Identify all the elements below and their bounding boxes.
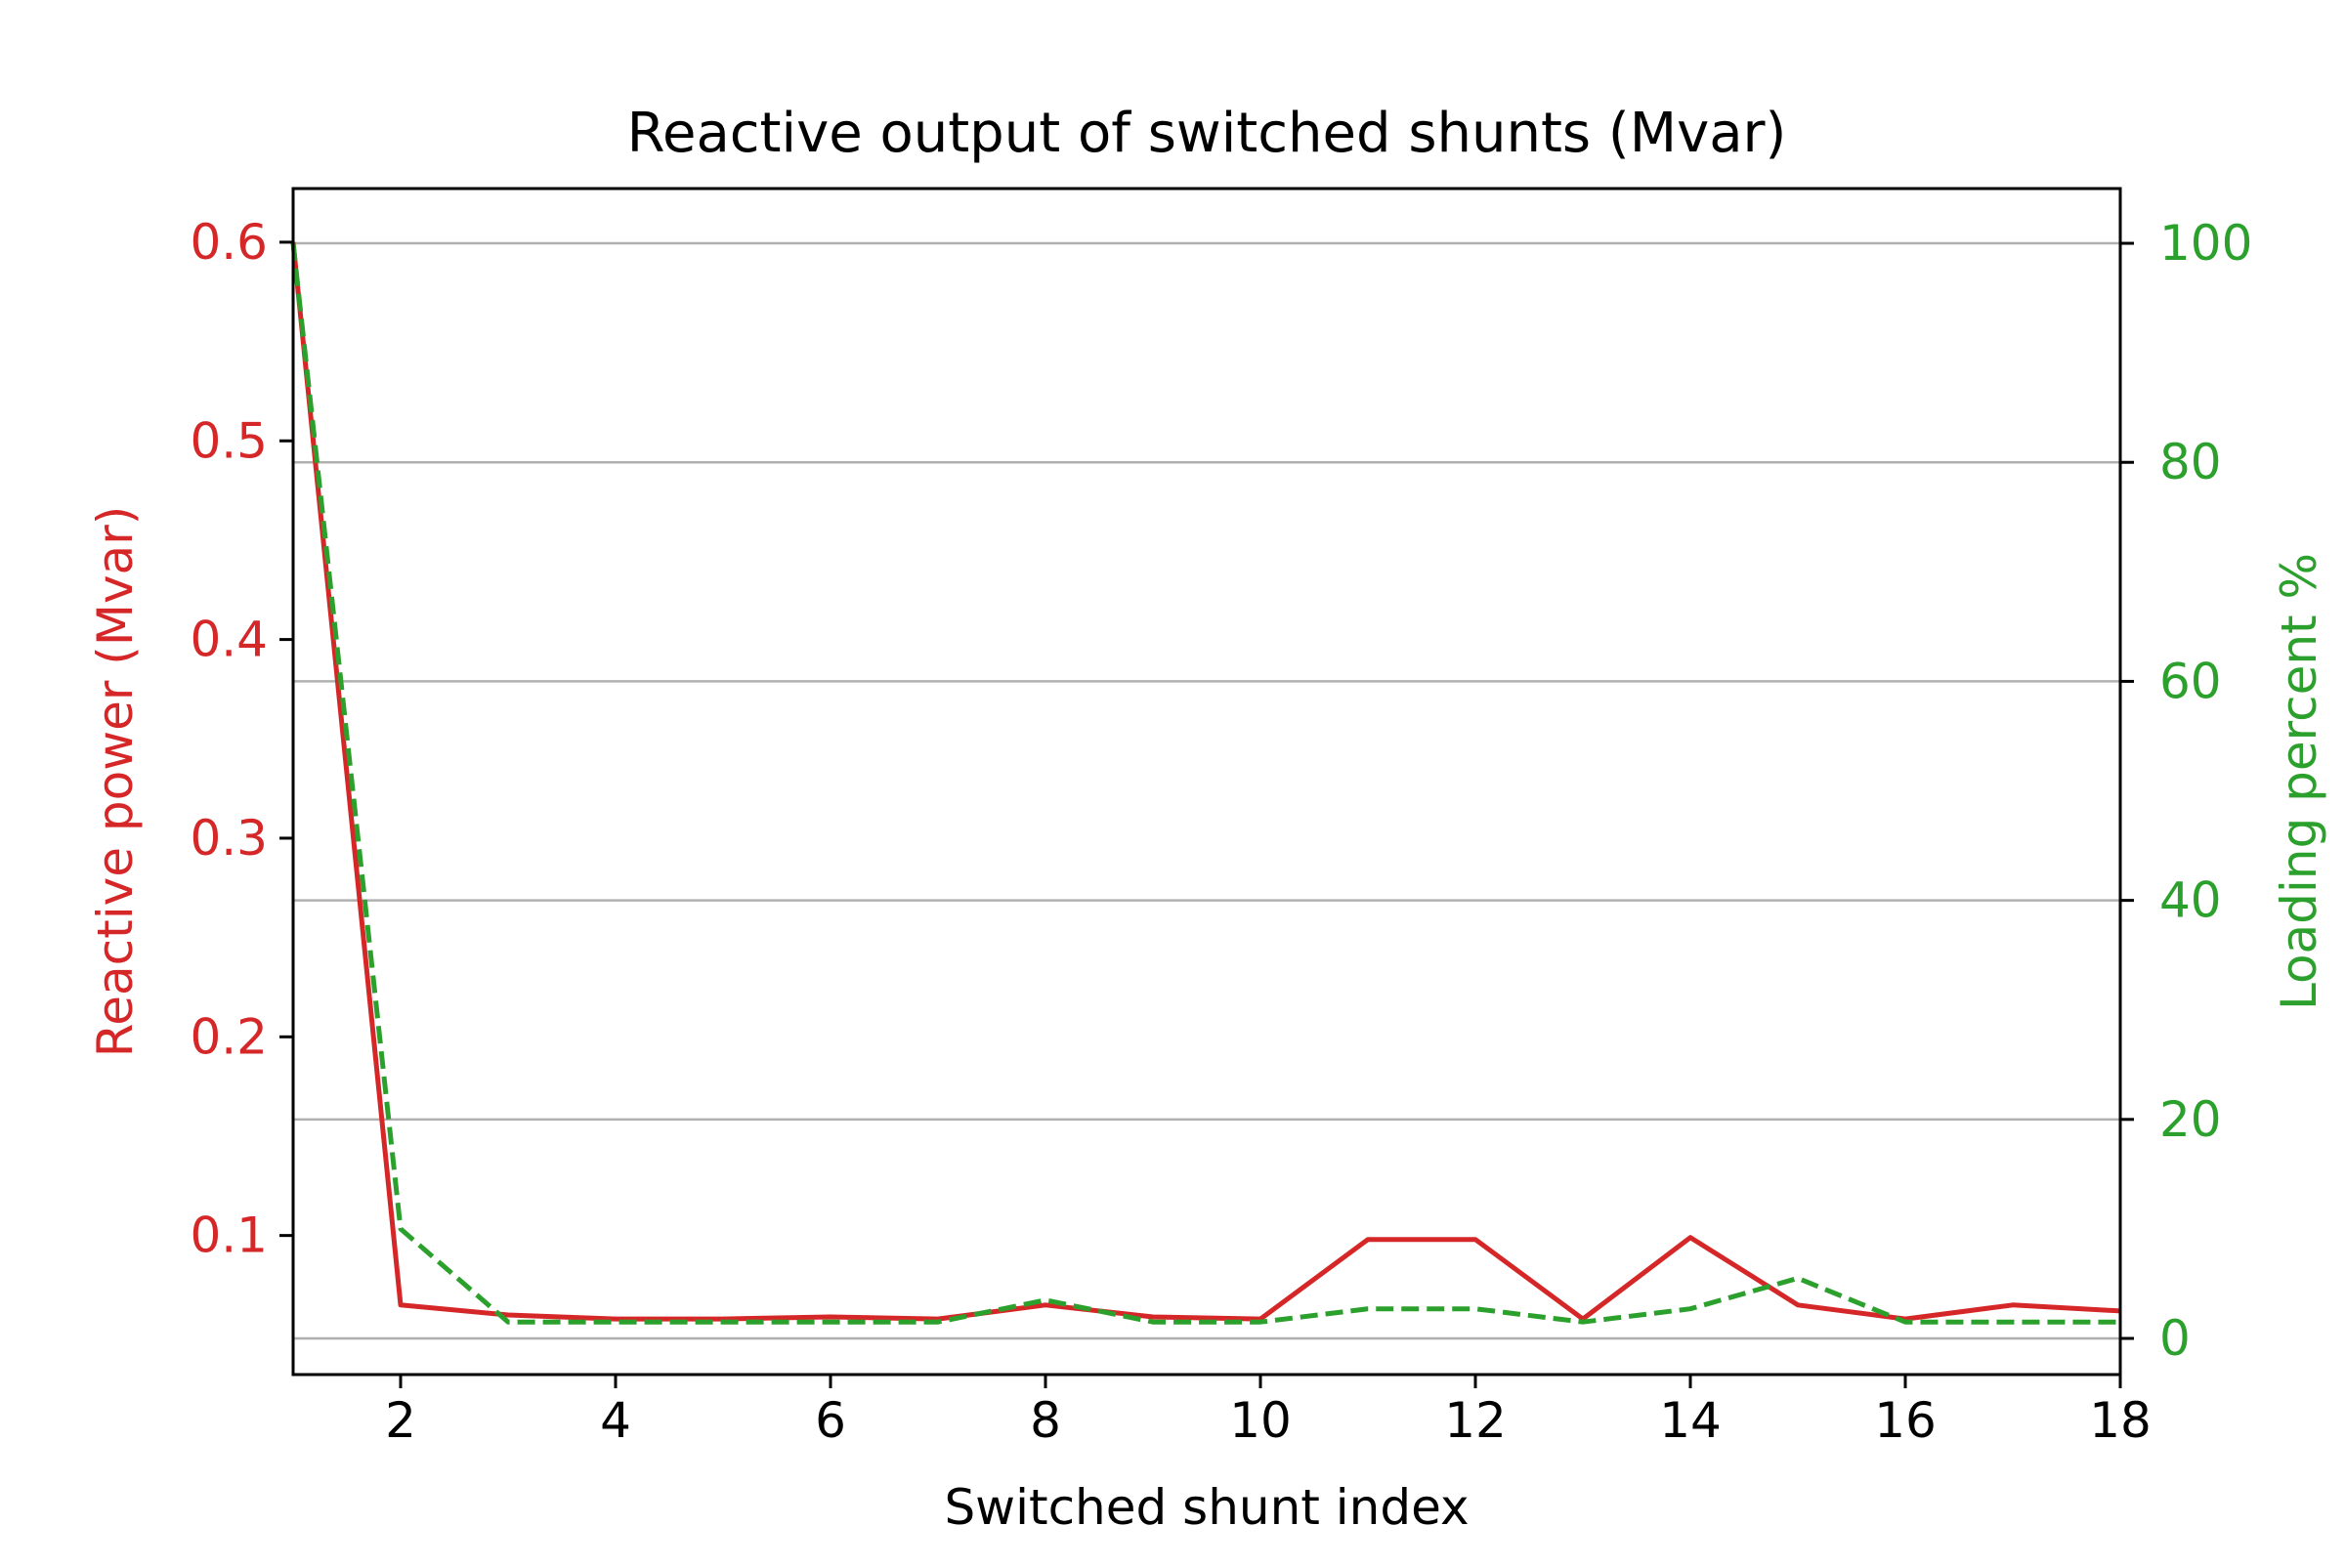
x-tick-label: 12 <box>1444 1392 1507 1449</box>
y-right-tick-label: 100 <box>2159 215 2252 272</box>
grid-lines <box>293 241 2120 1340</box>
x-axis-label: Switched shunt index <box>944 1479 1469 1536</box>
axis-ticks: 2 4 6 8 10 12 14 16 18 0.1 0.2 0.3 0.4 0.5 0.6 0 20 40 60 8… <box>190 214 2252 1449</box>
series-lines <box>290 241 2121 1325</box>
x-tick-label: 8 <box>1030 1392 1061 1449</box>
y-left-tick-label: 0.5 <box>190 412 268 469</box>
y-left-tick-label: 0.4 <box>190 612 268 668</box>
y-right-tick-label: 40 <box>2159 872 2222 929</box>
x-tick-label: 4 <box>600 1392 631 1449</box>
y-left-tick-label: 0.2 <box>190 1008 268 1065</box>
series-line-reactive-power <box>290 241 2121 1322</box>
y-axis-right-label: Loading percent % <box>2271 553 2327 1010</box>
series-line-loading-percent <box>290 242 2120 1325</box>
x-tick-label: 2 <box>385 1392 416 1449</box>
x-tick-label: 10 <box>1229 1392 1292 1449</box>
y-right-tick-label: 80 <box>2159 434 2222 490</box>
x-tick-label: 14 <box>1659 1392 1722 1449</box>
plot-frame <box>291 187 2122 1377</box>
x-tick-label: 18 <box>2089 1392 2152 1449</box>
y-left-tick-label: 0.3 <box>190 810 268 867</box>
x-tick-label: 6 <box>815 1392 846 1449</box>
y-right-tick-label: 20 <box>2159 1091 2222 1148</box>
chart-title: Reactive output of switched shunts (Mvar… <box>627 102 1787 165</box>
y-axis-left-label: Reactive power (Mvar) <box>87 506 144 1058</box>
x-tick-label: 16 <box>1874 1392 1937 1449</box>
y-right-tick-label: 60 <box>2159 653 2222 709</box>
y-right-tick-label: 0 <box>2159 1310 2191 1367</box>
y-left-tick-label: 0.6 <box>190 214 268 271</box>
y-left-tick-label: 0.1 <box>190 1208 268 1264</box>
